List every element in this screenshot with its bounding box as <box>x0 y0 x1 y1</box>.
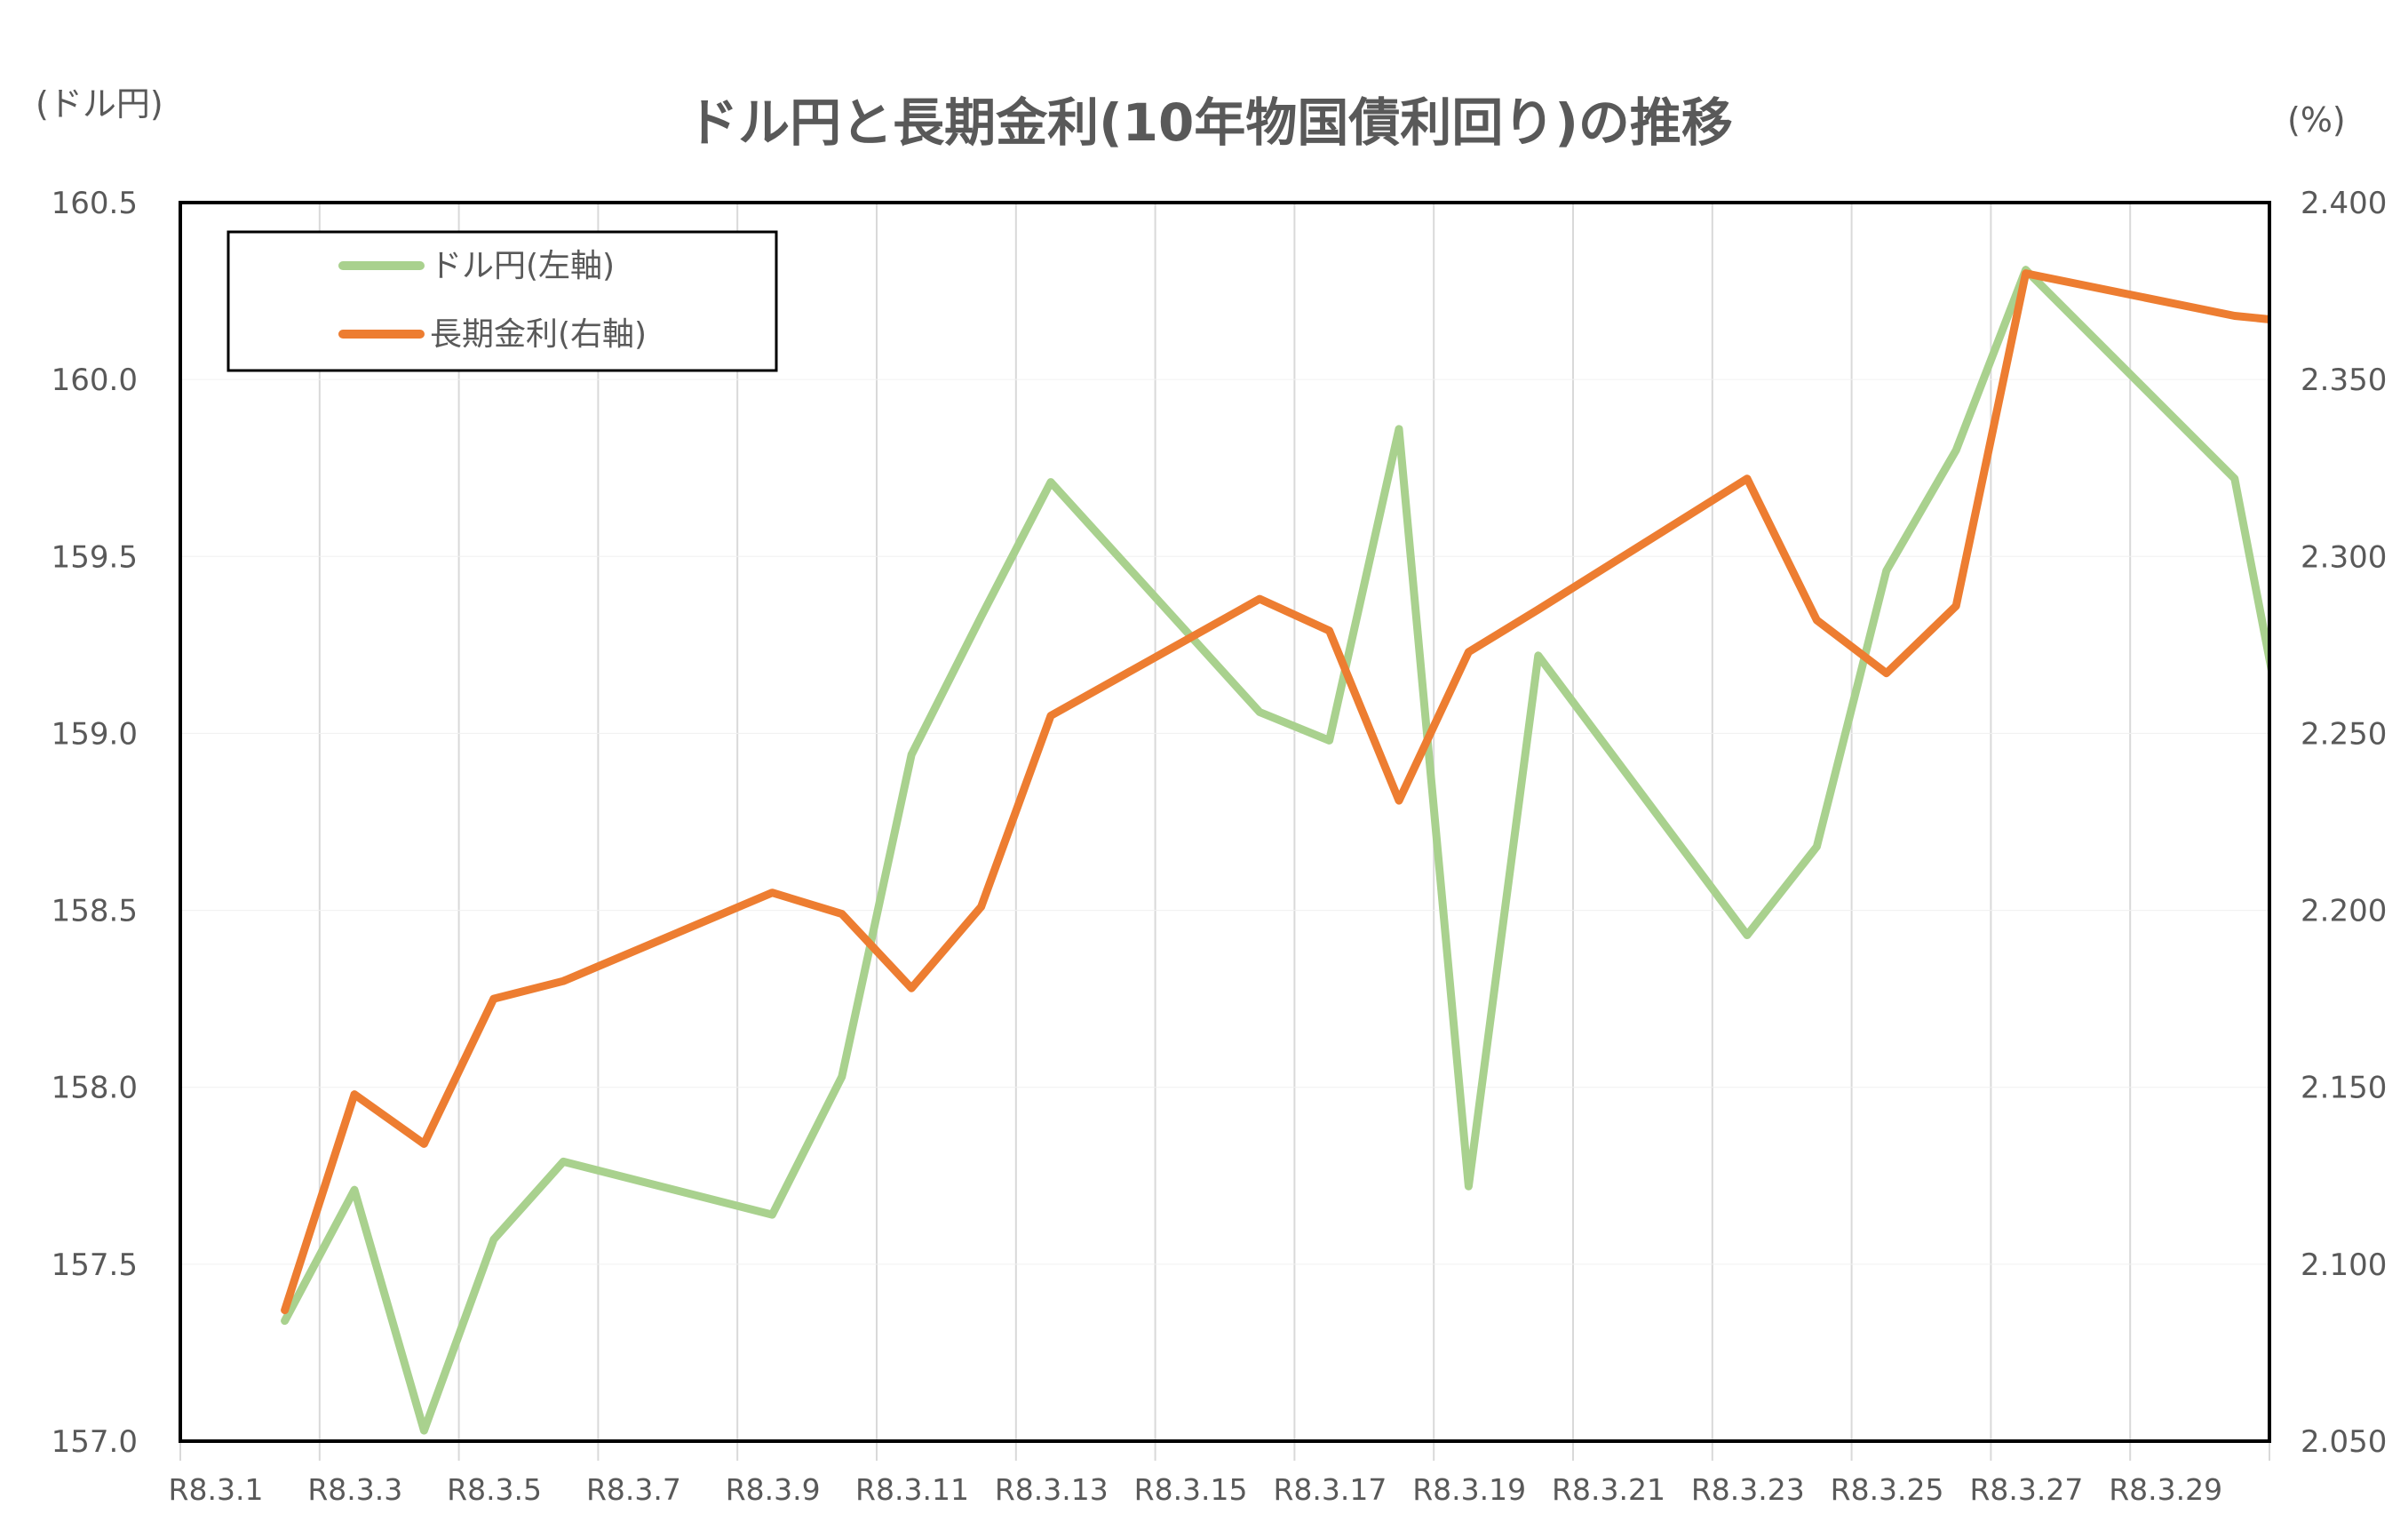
x-tick-label: R8.3.21 <box>1552 1472 1665 1507</box>
y-left-tick-label: 157.0 <box>52 1424 138 1460</box>
x-tick-label: R8.3.9 <box>726 1472 821 1507</box>
x-tick-label: R8.3.29 <box>2109 1472 2222 1507</box>
series-line-jgb-yield <box>281 269 2269 1315</box>
right-axis-unit-label: (%) <box>2287 100 2346 139</box>
x-tick-label: R8.3.11 <box>855 1472 969 1507</box>
y-left-tick-label: 159.5 <box>52 539 138 575</box>
x-tick-label: R8.3.1 <box>169 1472 264 1507</box>
x-tick-label: R8.3.13 <box>995 1472 1109 1507</box>
y-left-tick-label: 160.0 <box>52 363 138 398</box>
legend-label-usdjpy: ドル円(左軸) <box>430 248 615 284</box>
y-right-tick-label: 2.300 <box>2301 539 2387 575</box>
x-tick-label: R8.3.23 <box>1691 1472 1805 1507</box>
y-right-tick-label: 2.200 <box>2301 894 2387 929</box>
y-right-tick-label: 2.100 <box>2301 1247 2387 1283</box>
x-tick-label: R8.3.19 <box>1412 1472 1526 1507</box>
y-left-tick-label: 159.0 <box>52 716 138 752</box>
chart-title: ドル円と長期金利(10年物国債利回り)の推移 <box>687 92 1733 153</box>
legend: ドル円(左軸) 長期金利(右軸) <box>226 230 778 372</box>
x-tick-label: R8.3.25 <box>1831 1472 1944 1507</box>
left-axis-unit-label: (ドル円) <box>36 84 163 124</box>
x-tick-label: R8.3.3 <box>307 1472 402 1507</box>
y-right-tick-label: 2.400 <box>2301 186 2387 221</box>
y-right-tick-label: 2.250 <box>2301 716 2387 752</box>
y-left-tick-label: 160.5 <box>52 186 138 221</box>
legend-label-jgb-yield: 長期金利(右軸) <box>430 316 647 353</box>
y-left-tick-label: 157.5 <box>52 1247 138 1283</box>
x-tick-label: R8.3.15 <box>1134 1472 1248 1507</box>
y-right-tick-label: 2.050 <box>2301 1424 2387 1460</box>
plot-area-border <box>179 201 2271 1443</box>
x-tick-label: R8.3.17 <box>1273 1472 1387 1507</box>
x-tick-label: R8.3.27 <box>1969 1472 2083 1507</box>
y-right-tick-label: 2.350 <box>2301 363 2387 398</box>
x-tick-label: R8.3.7 <box>586 1472 681 1507</box>
y-right-tick-label: 2.150 <box>2301 1071 2387 1106</box>
y-left-tick-label: 158.5 <box>52 894 138 929</box>
y-left-tick-label: 158.0 <box>52 1071 138 1106</box>
legend-box <box>226 230 778 372</box>
x-tick-label: R8.3.5 <box>447 1472 542 1507</box>
series-line-usdjpy <box>281 266 2269 1435</box>
